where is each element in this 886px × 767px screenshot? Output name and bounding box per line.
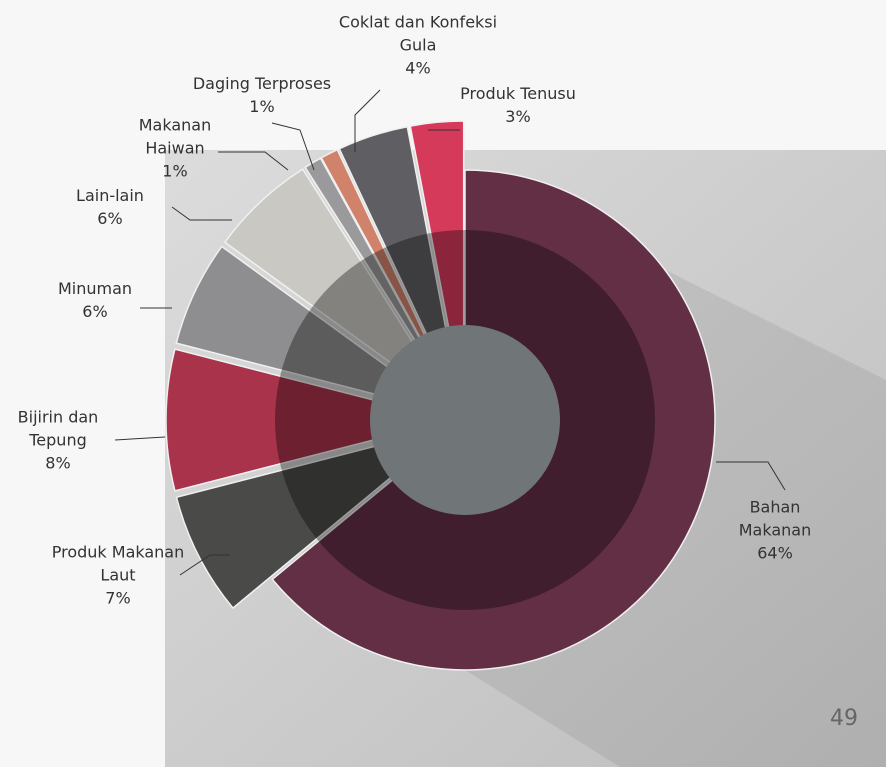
category-label: Bahan Makanan bbox=[738, 497, 812, 540]
value-label: 1% bbox=[162, 161, 188, 181]
leader-line bbox=[179, 554, 230, 576]
slice-label: Minuman 6% bbox=[45, 277, 145, 323]
category-label: Daging Terproses bbox=[192, 74, 332, 93]
page-number: 49 bbox=[830, 706, 858, 731]
value-label: 1% bbox=[249, 97, 275, 116]
leader-line bbox=[218, 151, 289, 171]
slice-label: Produk Tenusu 3% bbox=[438, 82, 598, 128]
leader-line bbox=[271, 122, 315, 171]
slice bbox=[165, 348, 452, 492]
slice-label: Coklat dan Konfeksi Gula 4% bbox=[338, 11, 498, 80]
slice bbox=[223, 168, 457, 411]
slice bbox=[175, 425, 454, 610]
category-label: Lain-lain bbox=[76, 186, 144, 205]
center-disc bbox=[370, 325, 560, 515]
slice-label: Produk Makanan Laut 7% bbox=[48, 541, 188, 610]
value-label: 64% bbox=[757, 543, 793, 563]
value-label: 8% bbox=[45, 453, 71, 473]
category-label: Minuman bbox=[57, 279, 133, 298]
leader-line bbox=[354, 89, 381, 152]
value-label: 6% bbox=[97, 209, 123, 228]
category-label: Produk Tenusu bbox=[460, 84, 576, 103]
value-label: 3% bbox=[505, 107, 531, 126]
value-label: 6% bbox=[82, 302, 108, 321]
value-label: 7% bbox=[105, 588, 131, 608]
value-label: 4% bbox=[405, 58, 431, 78]
slice-label: Bijirin dan Tepung 8% bbox=[8, 406, 108, 475]
leader-line bbox=[171, 206, 232, 221]
category-label: Produk Makanan Laut bbox=[51, 542, 185, 585]
slice-label: Bahan Makanan 64% bbox=[730, 496, 820, 565]
slice-label: Daging Terproses 1% bbox=[162, 72, 362, 118]
slice-label: Lain-lain 6% bbox=[60, 184, 160, 230]
category-label: Coklat dan Konfeksi Gula bbox=[338, 12, 498, 55]
category-label: Makanan Haiwan bbox=[138, 115, 212, 158]
leader-line bbox=[716, 461, 786, 491]
category-label: Bijirin dan Tepung bbox=[17, 407, 99, 450]
slice-label: Makanan Haiwan 1% bbox=[125, 114, 225, 183]
leader-line bbox=[114, 436, 166, 441]
